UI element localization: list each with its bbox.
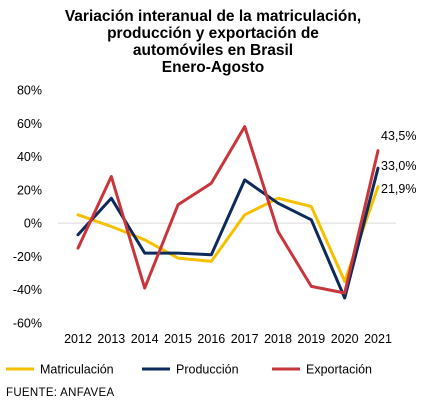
legend-item: Exportación (272, 363, 372, 377)
y-tick-label: -60% (13, 317, 42, 331)
chart-title-line-1: Variación interanual de la matriculación… (64, 8, 362, 25)
legend-item: Matriculación (6, 363, 114, 377)
y-tick-label: 0% (24, 217, 42, 231)
y-tick-label: 60% (17, 117, 42, 131)
y-tick-label: 40% (17, 150, 42, 164)
x-tick-label: 2017 (231, 332, 259, 346)
y-tick-label: 80% (17, 84, 42, 98)
y-tick-label: 20% (17, 183, 42, 197)
legend-label: Producción (176, 363, 239, 377)
x-tick-label: 2020 (331, 332, 359, 346)
y-tick-label: -40% (13, 283, 42, 297)
end-label: 21,9% (381, 182, 416, 196)
chart-title-line-3: automóviles en Brasil (132, 42, 294, 59)
source-note: FUENTE: ANFAVEA (6, 387, 115, 399)
series-line-exportación (76, 125, 380, 295)
chart-title-line-4: Enero-Agosto (161, 59, 265, 76)
end-label: 33,0% (381, 159, 416, 173)
legend-item: Producción (142, 363, 239, 377)
legend-label: Matriculación (40, 363, 114, 377)
series-lines (76, 125, 380, 300)
x-tick-label: 2018 (264, 332, 292, 346)
x-tick-label: 2012 (64, 332, 92, 346)
end-labels: 43,5% 33,0% 21,9% (381, 129, 416, 196)
x-axis: 2012 2013 2014 2015 2016 2017 2018 2019 2020 2021 (64, 332, 392, 346)
chart-title: Variación interanual de la matriculación… (0, 8, 426, 76)
chart-title-line-2: producción y exportación de (107, 25, 319, 42)
x-tick-label: 2021 (364, 332, 392, 346)
legend: Matriculación Producción Exportación (6, 363, 372, 377)
y-tick-label: -20% (13, 250, 42, 264)
x-tick-label: 2019 (297, 332, 325, 346)
series-line-producción (76, 166, 380, 300)
legend-label: Exportación (306, 363, 372, 377)
x-tick-label: 2014 (131, 332, 159, 346)
x-tick-label: 2013 (97, 332, 125, 346)
x-tick-label: 2016 (197, 332, 225, 346)
end-label: 43,5% (381, 129, 416, 143)
y-axis: 80% 60% 40% 20% 0% -20% -40% -60% (13, 84, 42, 331)
x-tick-label: 2015 (164, 332, 192, 346)
